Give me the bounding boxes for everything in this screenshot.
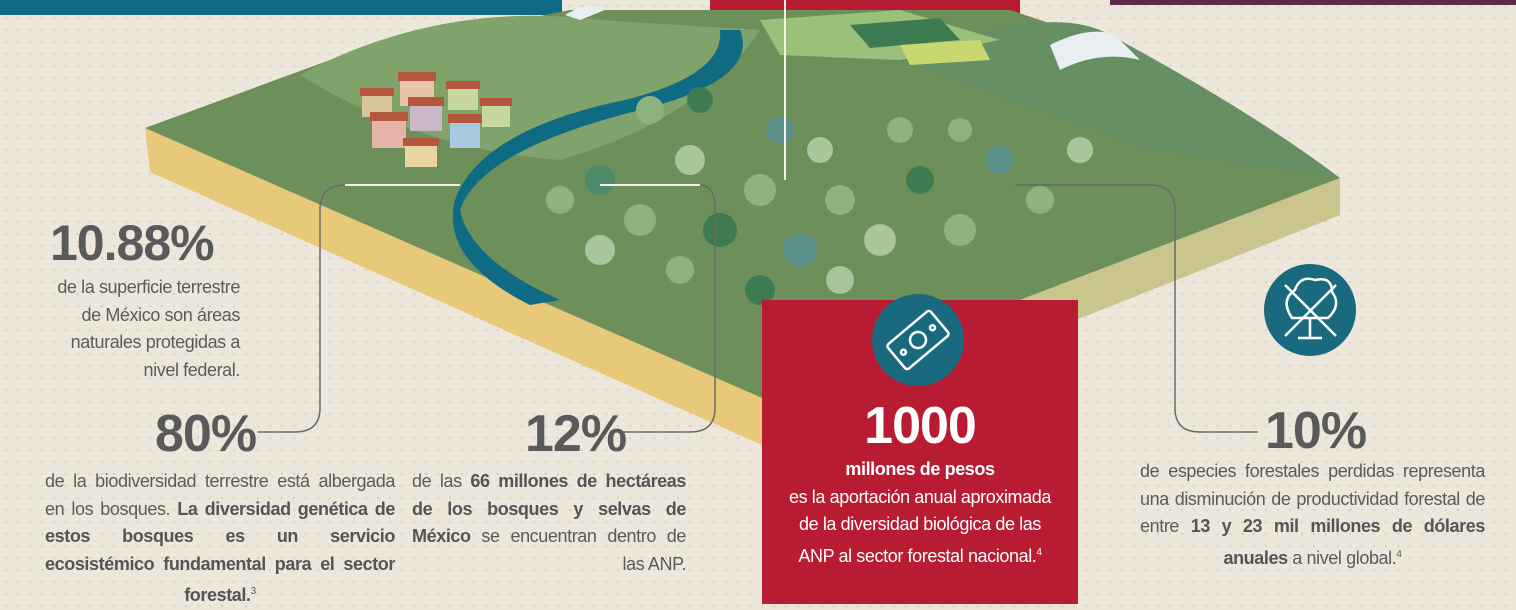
description-part: de las [412, 471, 470, 491]
description-part: es la aportación anual aproximada de la … [789, 487, 1051, 566]
footnote-ref: 4 [1036, 547, 1041, 558]
stat-value: 10% [1265, 405, 1366, 457]
footnote-ref: 4 [1396, 549, 1401, 560]
stat-value: 12% [525, 408, 626, 460]
page: 10.88% de la superficie terrestre de Méx… [0, 0, 1516, 604]
top-bar-teal [0, 0, 562, 15]
stat-value: 10.88% [50, 218, 214, 268]
stat-value: 80% [155, 408, 256, 460]
top-bar-purple [1110, 0, 1516, 5]
stat-value: 1000 [762, 400, 1078, 452]
money-icon [872, 294, 964, 386]
stat-description: de la biodiversidad terrestre está alber… [45, 468, 395, 610]
stat-description: de la superficie terrestre de México son… [40, 274, 240, 384]
description-part: se encuentran dentro de las ANP. [471, 526, 686, 574]
description-part: a nivel global. [1288, 548, 1397, 568]
stat-description: de especies forestales perdidas represen… [1140, 458, 1485, 572]
stat-description: millones de pesos es la aportación anual … [780, 456, 1060, 570]
no-tree-icon [1264, 264, 1356, 356]
description-part: de la superficie terrestre de México son… [57, 277, 240, 380]
footnote-ref: 3 [251, 586, 256, 597]
description-part: millones de pesos [780, 456, 1060, 484]
stat-description: de las 66 millones de hectáreas de los b… [412, 468, 686, 578]
